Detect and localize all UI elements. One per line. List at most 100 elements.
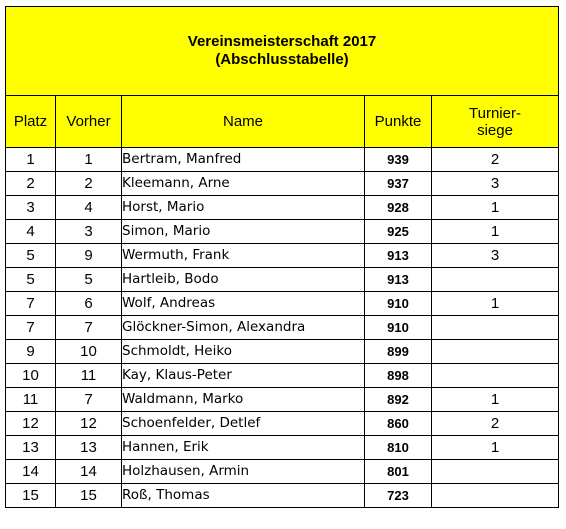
cell-name: Holzhausen, Armin [121, 459, 365, 484]
header-turniersiege: Turnier- siege [431, 95, 559, 148]
cell-vorher: 15 [55, 483, 122, 508]
cell-platz: 12 [5, 411, 56, 436]
cell-vorher: 14 [55, 459, 122, 484]
cell-turniersiege: 2 [431, 147, 559, 172]
cell-platz: 13 [5, 435, 56, 460]
cell-name: Hartleib, Bodo [121, 267, 365, 292]
table-row: 5 5 Hartleib, Bodo 913 [5, 267, 559, 292]
cell-turniersiege [431, 339, 559, 364]
table-row: 12 12 Schoenfelder, Detlef 860 2 [5, 411, 559, 436]
cell-vorher: 1 [55, 147, 122, 172]
cell-platz: 1 [5, 147, 56, 172]
cell-turniersiege [431, 483, 559, 508]
cell-name: Horst, Mario [121, 195, 365, 220]
cell-platz: 11 [5, 387, 56, 412]
header-row: Platz Vorher Name Punkte Turnier- siege [5, 95, 559, 148]
cell-name: Glöckner-Simon, Alexandra [121, 315, 365, 340]
title-line-1: Vereinsmeisterschaft 2017 [187, 33, 377, 50]
cell-turniersiege: 1 [431, 387, 559, 412]
cell-punkte: 860 [364, 411, 432, 436]
cell-vorher: 3 [55, 219, 122, 244]
cell-vorher: 12 [55, 411, 122, 436]
cell-punkte: 898 [364, 363, 432, 388]
table-row: 10 11 Kay, Klaus-Peter 898 [5, 363, 559, 388]
cell-turniersiege: 3 [431, 171, 559, 196]
table-row: 9 10 Schmoldt, Heiko 899 [5, 339, 559, 364]
header-turniersiege-line-1: Turnier- [469, 104, 521, 122]
table-row: 1 1 Bertram, Manfred 939 2 [5, 147, 559, 172]
cell-name: Hannen, Erik [121, 435, 365, 460]
cell-name: Kleemann, Arne [121, 171, 365, 196]
cell-vorher: 7 [55, 315, 122, 340]
table-row: 2 2 Kleemann, Arne 937 3 [5, 171, 559, 196]
cell-turniersiege [431, 459, 559, 484]
header-vorher: Vorher [55, 95, 122, 148]
table-body: 1 1 Bertram, Manfred 939 2 2 2 Kleemann, Arne 93… [5, 147, 559, 508]
table-row: 14 14 Holzhausen, Armin 801 [5, 459, 559, 484]
cell-punkte: 801 [364, 459, 432, 484]
cell-turniersiege [431, 267, 559, 292]
cell-punkte: 910 [364, 291, 432, 316]
cell-punkte: 913 [364, 267, 432, 292]
cell-vorher: 13 [55, 435, 122, 460]
table-row: 7 6 Wolf, Andreas 910 1 [5, 291, 559, 316]
cell-name: Bertram, Manfred [121, 147, 365, 172]
cell-punkte: 928 [364, 195, 432, 220]
table-title: Vereinsmeisterschaft 2017 (Abschlusstabe… [5, 6, 559, 96]
cell-vorher: 4 [55, 195, 122, 220]
cell-name: Roß, Thomas [121, 483, 365, 508]
cell-turniersiege: 1 [431, 291, 559, 316]
cell-name: Wermuth, Frank [121, 243, 365, 268]
cell-name: Kay, Klaus-Peter [121, 363, 365, 388]
cell-name: Waldmann, Marko [121, 387, 365, 412]
cell-platz: 3 [5, 195, 56, 220]
table-row: 13 13 Hannen, Erik 810 1 [5, 435, 559, 460]
cell-turniersiege: 2 [431, 411, 559, 436]
cell-vorher: 11 [55, 363, 122, 388]
cell-name: Wolf, Andreas [121, 291, 365, 316]
table-row: 5 9 Wermuth, Frank 913 3 [5, 243, 559, 268]
standings-table: Vereinsmeisterschaft 2017 (Abschlusstabe… [5, 6, 559, 508]
cell-vorher: 2 [55, 171, 122, 196]
cell-platz: 4 [5, 219, 56, 244]
cell-platz: 7 [5, 291, 56, 316]
header-platz: Platz [5, 95, 56, 148]
cell-punkte: 723 [364, 483, 432, 508]
cell-platz: 10 [5, 363, 56, 388]
header-punkte: Punkte [364, 95, 432, 148]
cell-turniersiege [431, 315, 559, 340]
cell-vorher: 9 [55, 243, 122, 268]
table-row: 15 15 Roß, Thomas 723 [5, 483, 559, 508]
cell-vorher: 10 [55, 339, 122, 364]
cell-platz: 14 [5, 459, 56, 484]
header-turniersiege-line-2: siege [477, 121, 513, 139]
table-row: 7 7 Glöckner-Simon, Alexandra 910 [5, 315, 559, 340]
cell-platz: 2 [5, 171, 56, 196]
cell-platz: 5 [5, 243, 56, 268]
cell-turniersiege: 1 [431, 219, 559, 244]
cell-platz: 15 [5, 483, 56, 508]
table-row: 11 7 Waldmann, Marko 892 1 [5, 387, 559, 412]
cell-platz: 9 [5, 339, 56, 364]
cell-punkte: 939 [364, 147, 432, 172]
cell-punkte: 937 [364, 171, 432, 196]
cell-punkte: 810 [364, 435, 432, 460]
table-row: 4 3 Simon, Mario 925 1 [5, 219, 559, 244]
cell-platz: 5 [5, 267, 56, 292]
cell-turniersiege: 1 [431, 195, 559, 220]
cell-vorher: 5 [55, 267, 122, 292]
cell-turniersiege: 3 [431, 243, 559, 268]
cell-name: Simon, Mario [121, 219, 365, 244]
cell-punkte: 899 [364, 339, 432, 364]
header-name: Name [121, 95, 365, 148]
cell-vorher: 6 [55, 291, 122, 316]
title-line-2: (Abschlusstabelle) [215, 51, 349, 68]
cell-name: Schmoldt, Heiko [121, 339, 365, 364]
cell-vorher: 7 [55, 387, 122, 412]
cell-punkte: 925 [364, 219, 432, 244]
cell-punkte: 913 [364, 243, 432, 268]
cell-punkte: 910 [364, 315, 432, 340]
cell-punkte: 892 [364, 387, 432, 412]
table-row: 3 4 Horst, Mario 928 1 [5, 195, 559, 220]
cell-platz: 7 [5, 315, 56, 340]
